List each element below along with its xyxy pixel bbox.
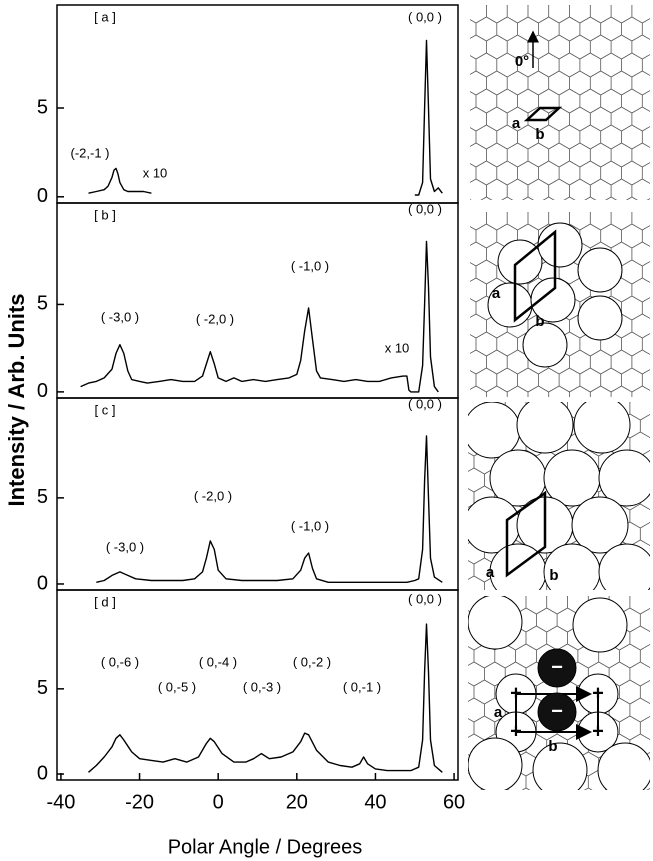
peak-label: ( 0,-3 ) (243, 679, 281, 694)
honeycomb (470, 5, 650, 200)
plot-frame (56, 589, 459, 781)
atom (516, 402, 574, 454)
anion (537, 648, 577, 688)
trace (88, 623, 443, 773)
trace (96, 435, 443, 583)
atom (537, 222, 583, 268)
plus-sign: + (510, 720, 522, 742)
atom (573, 402, 631, 454)
trace (80, 240, 439, 393)
x-tick-label: -20 (125, 791, 154, 813)
diagram-label: a (492, 285, 501, 302)
peak-label: ( 0,-6 ) (101, 654, 139, 669)
atom (598, 543, 650, 590)
y-tick-label: 0 (37, 185, 48, 207)
peak-label: ( 0,0 ) (408, 201, 442, 216)
peak-label: ( 0,0 ) (408, 591, 442, 606)
peak-label: ( 0,-4 ) (199, 654, 237, 669)
y-tick-label: 5 (37, 677, 48, 699)
unit-cell (513, 229, 557, 323)
peak-label: (-2,-1 ) (71, 145, 110, 160)
plus-sign: + (592, 682, 604, 704)
y-tick-label: 5 (37, 293, 48, 315)
plot-frame (56, 397, 459, 591)
diagram-label: a (512, 115, 521, 132)
lattice-diagram (470, 5, 650, 200)
atom (577, 295, 623, 341)
lattice-diagram (470, 212, 650, 397)
anion (537, 692, 577, 732)
minus-sign: − (551, 656, 563, 678)
y-axis-label: Intensity / Arb. Units (4, 293, 29, 506)
peak-label: ( -2,0 ) (194, 488, 232, 503)
atom (522, 322, 568, 368)
panel-label: [ d ] (94, 594, 116, 609)
diagram-label: b (535, 313, 544, 330)
atom (530, 277, 576, 323)
panel-label: [ c ] (95, 402, 116, 417)
peak-label: ( 0,-2 ) (293, 654, 331, 669)
atom (532, 742, 588, 790)
trace (88, 39, 443, 196)
atom (597, 742, 650, 790)
x-tick-label: 40 (364, 791, 386, 813)
unit-cell (505, 490, 547, 578)
peak-label: ( -2,0 ) (196, 311, 234, 326)
peak-label: ( -1,0 ) (291, 518, 329, 533)
x-tick-label: 60 (443, 791, 465, 813)
x-tick-label: 20 (286, 791, 308, 813)
plus-sign: + (510, 682, 522, 704)
plot-frame (56, 202, 459, 399)
y-tick-label: 0 (37, 572, 48, 594)
panel-label: [ a ] (94, 9, 116, 24)
minus-sign: − (551, 700, 563, 722)
peak-label: ( -3,0 ) (101, 309, 139, 324)
lattice-diagram (468, 596, 650, 790)
panel-label: [ b ] (94, 207, 116, 222)
peak-label: ( 0,-5 ) (158, 679, 196, 694)
atom (468, 737, 523, 790)
diagram-label: a (494, 704, 503, 721)
atom (577, 247, 623, 293)
atom (571, 496, 629, 554)
diagram-label: b (548, 738, 557, 755)
plus-sign: + (592, 720, 604, 742)
unit-cell (523, 106, 563, 122)
peak-label: ( 0,0 ) (408, 396, 442, 411)
peak-label: ( 0,0 ) (408, 9, 442, 24)
x-axis-label: Polar Angle / Degrees (168, 836, 363, 858)
atom (598, 449, 650, 507)
diagram-label: b (535, 126, 544, 143)
y-tick-label: 0 (37, 380, 48, 402)
y-tick-label: 0 (37, 762, 48, 784)
atom (468, 402, 521, 459)
peak-label: ( 0,-1 ) (343, 679, 381, 694)
y-tick-label: 5 (37, 96, 48, 118)
atom (468, 596, 523, 650)
x-tick-label: -40 (46, 791, 75, 813)
peak-label: x 10 (143, 165, 168, 180)
peak-label: x 10 (385, 340, 410, 355)
diagram-label: a (486, 564, 495, 581)
y-tick-label: 5 (37, 486, 48, 508)
diagram-label: b (549, 567, 558, 584)
peak-label: ( -3,0 ) (106, 539, 144, 554)
peak-label: ( -1,0 ) (291, 258, 329, 273)
x-tick-label: 0 (213, 791, 224, 813)
diagram-label: 0° (515, 53, 529, 70)
lattice-diagram (468, 402, 650, 590)
atom (572, 597, 628, 653)
